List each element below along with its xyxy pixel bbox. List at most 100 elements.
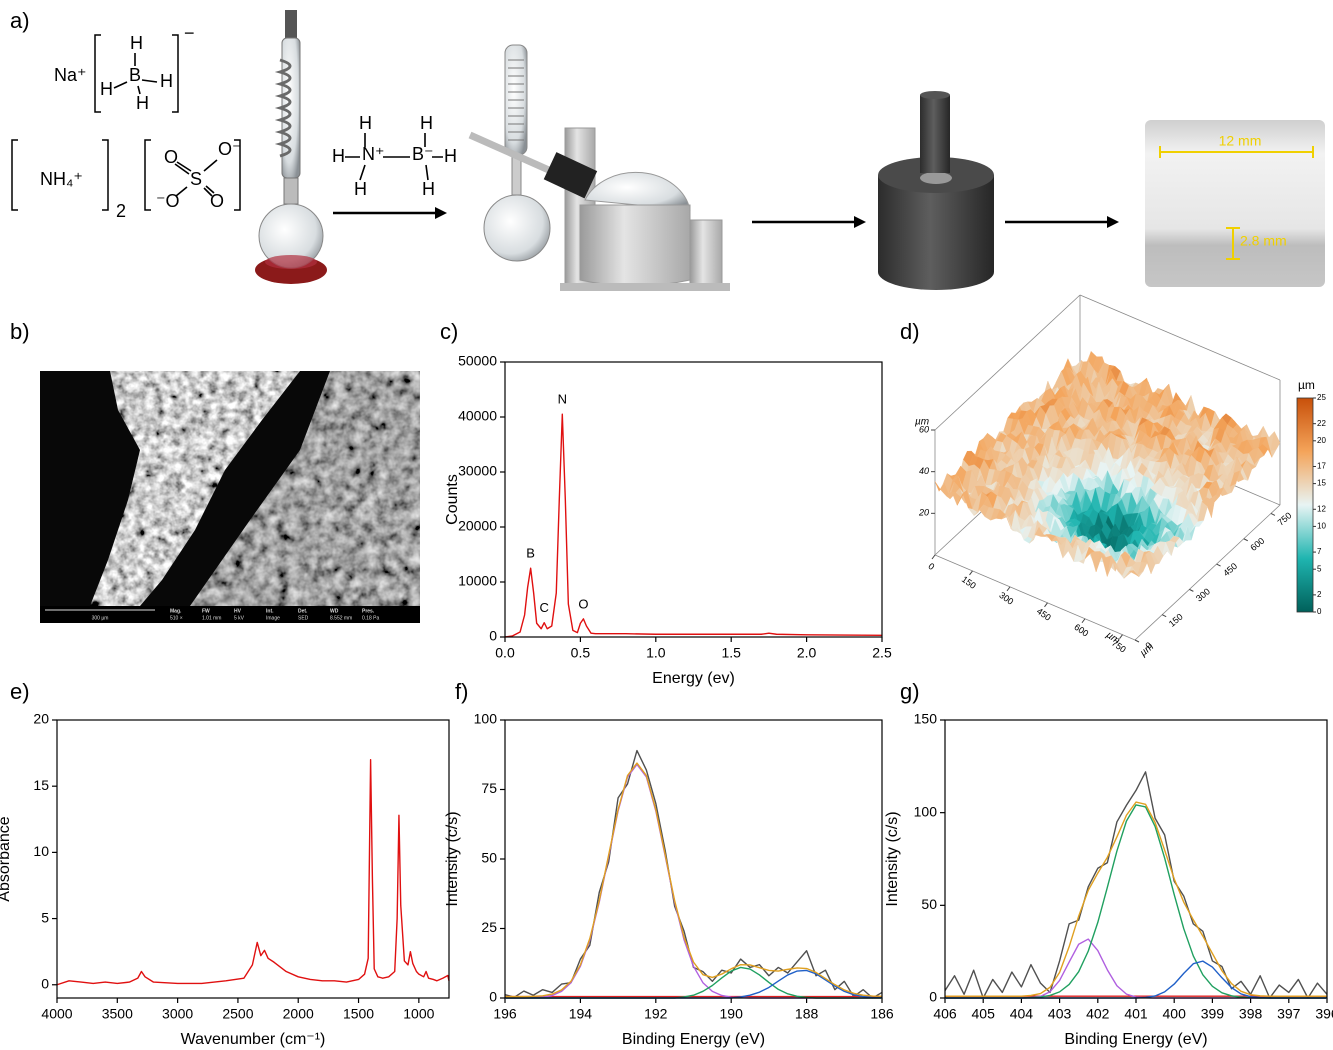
sem-info-key: Int. xyxy=(266,608,274,614)
data-line xyxy=(945,938,1327,999)
sem-info-key: Mag. xyxy=(170,608,182,614)
colorbar xyxy=(1296,397,1314,613)
y-tick xyxy=(1134,639,1140,643)
x-tick-label: 150 xyxy=(960,574,978,591)
x-tick-label: 400 xyxy=(1163,1006,1187,1022)
y-tick-label: 5 xyxy=(41,909,49,925)
sem-info-value: 8.552 mm xyxy=(330,615,352,621)
sem-info-value: SED xyxy=(298,615,309,621)
y-axis-label: µm xyxy=(1138,641,1156,658)
y-tick-label: 100 xyxy=(914,803,938,819)
pressing-die xyxy=(878,91,994,290)
atom: H xyxy=(332,146,345,166)
peak-label: N xyxy=(558,392,567,407)
y-tick-label: 20000 xyxy=(458,518,497,534)
y-tick-label: 10000 xyxy=(458,573,497,589)
x-tick-label: 396 xyxy=(1315,1006,1333,1022)
y-axis-label: Counts xyxy=(444,474,461,525)
atom: H xyxy=(130,33,143,53)
x-tick xyxy=(931,554,936,560)
plot-frame xyxy=(504,361,883,638)
panel-label: g) xyxy=(900,679,920,704)
x-axis-label: Energy (ev) xyxy=(652,670,735,687)
x-tick-label: 0.0 xyxy=(495,645,515,661)
x-tick-label: 403 xyxy=(1048,1006,1072,1022)
scheme: a) Na⁺ − H B H H H NH₄⁺ 2 O O⁻ S ⁻O O H … xyxy=(10,8,1325,291)
atom: H xyxy=(444,146,457,166)
arrow xyxy=(333,207,1119,228)
sem-info-key: Det. xyxy=(298,608,308,614)
x-tick-label: 3500 xyxy=(102,1006,133,1022)
panel-label: d) xyxy=(900,319,920,344)
peak-label: C xyxy=(540,600,549,615)
box-edge xyxy=(934,294,1081,431)
y-tick xyxy=(1161,614,1167,618)
x-tick-label: 0 xyxy=(926,561,936,572)
atom: S xyxy=(190,169,202,189)
y-tick-label: 600 xyxy=(1248,536,1266,553)
x-tick-label: 600 xyxy=(1072,622,1090,639)
y-tick-label: 15 xyxy=(33,777,49,793)
plot-frame xyxy=(944,719,1328,999)
atom: H xyxy=(354,179,367,199)
x-tick-label: 1500 xyxy=(343,1006,374,1022)
y-tick-label: 450 xyxy=(1221,561,1239,578)
atom: H xyxy=(420,113,433,133)
x-tick-label: 300 xyxy=(997,590,1015,607)
sem-info-value: 5 kV xyxy=(234,615,245,621)
x-tick xyxy=(1044,602,1048,608)
y-tick-label: 150 xyxy=(1167,612,1185,629)
y-tick-label: 50000 xyxy=(458,353,497,369)
atom: O xyxy=(164,147,178,167)
y-tick-label: 300 xyxy=(1194,586,1212,603)
x-tick-label: 196 xyxy=(493,1006,517,1022)
y-tick-label: 25 xyxy=(481,919,497,935)
bond xyxy=(345,133,443,181)
y-axis-label: Intensity (c/s) xyxy=(884,811,901,906)
colorbar-tick-label: 15 xyxy=(1317,479,1326,488)
x-tick-label: 2.0 xyxy=(797,645,817,661)
x-tick-label: 405 xyxy=(972,1006,996,1022)
sem-info-key: Pres. xyxy=(362,608,375,614)
x-tick-label: 3000 xyxy=(162,1006,193,1022)
panel-label: e) xyxy=(10,679,30,704)
data-line xyxy=(505,762,883,998)
x-tick-label: 402 xyxy=(1086,1006,1110,1022)
panel-label: b) xyxy=(10,319,30,344)
pellet-photo: 12 mm 2.8 mm xyxy=(1145,120,1325,287)
panel-label: f) xyxy=(455,679,468,704)
plot: 406 405 404 403 402 401 400 399 398 397 396 0 50 100 1… xyxy=(884,711,1333,1049)
x-tick xyxy=(1081,618,1086,624)
y-tick xyxy=(1216,563,1221,567)
sem-info-key: WD xyxy=(330,608,339,614)
colorbar-tick-label: 7 xyxy=(1317,547,1322,556)
charge: − xyxy=(184,23,195,43)
x-tick-label: 401 xyxy=(1124,1006,1148,1022)
x-tick-label: 2500 xyxy=(222,1006,253,1022)
plot: 196 194 192 190 188 186 0 25 50 75 100 Binding Ener… xyxy=(444,711,894,1049)
x-tick-label: 186 xyxy=(870,1006,894,1022)
dimension-label: 12 mm xyxy=(1219,133,1262,149)
colorbar-tick-label: 22 xyxy=(1317,419,1326,428)
box-edge xyxy=(1079,294,1281,381)
y-tick-label: 0 xyxy=(41,975,49,991)
x-tick-label: 1.5 xyxy=(721,645,741,661)
y-tick-label: 150 xyxy=(914,711,938,727)
sem-texture xyxy=(90,371,300,606)
colorbar-tick-label: 25 xyxy=(1317,393,1326,402)
x-tick-label: 406 xyxy=(933,1006,957,1022)
data-line xyxy=(505,966,882,999)
y-tick-label: 0 xyxy=(489,628,497,644)
bracket xyxy=(11,139,241,211)
reflux-apparatus xyxy=(255,10,327,284)
colorbar-tick-label: 20 xyxy=(1317,436,1326,445)
sem-info-value: 510 × xyxy=(170,615,183,621)
z-tick-label: 20 xyxy=(918,508,929,518)
sem-info-value: 0.18 Pa xyxy=(362,615,379,621)
x-tick-label: 190 xyxy=(720,1006,744,1022)
panel-label: c) xyxy=(440,319,458,344)
atom: ⁻O xyxy=(156,191,180,211)
y-axis-label: Absorbance xyxy=(0,816,13,901)
bond xyxy=(174,159,218,197)
y-tick-label: 0 xyxy=(489,989,497,1005)
